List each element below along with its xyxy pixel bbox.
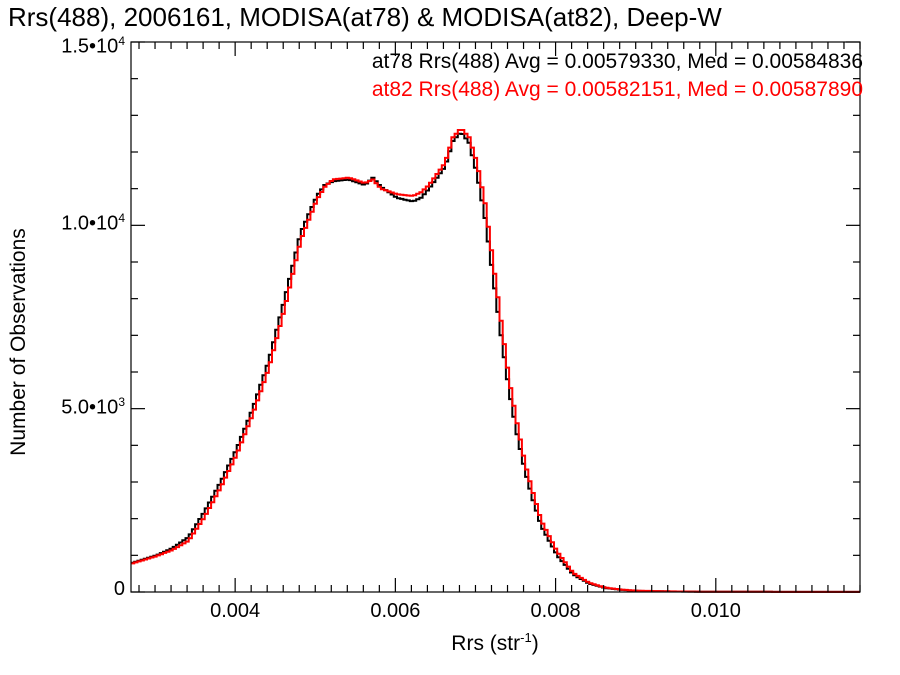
x-axis-label-exponent: -1 — [520, 630, 532, 645]
tick-layer — [131, 41, 861, 593]
y-tick-label: 0 — [15, 578, 125, 601]
chart-title: Rrs(488), 2006161, MODISA(at78) & MODISA… — [8, 2, 722, 32]
series-line-0 — [131, 132, 860, 593]
x-tick-label: 0.010 — [690, 600, 741, 622]
series-layer — [131, 129, 860, 593]
x-tick-label: 0.004 — [210, 600, 261, 622]
series-line-1 — [131, 129, 860, 593]
legend-entry-at78: at78 Rrs(488) Avg = 0.00579330, Med = 0.… — [371, 50, 863, 73]
y-tick-label: 5.0•103 — [15, 395, 125, 420]
y-tick-exponent: 3 — [118, 394, 125, 409]
x-axis-label-close: ) — [531, 632, 539, 655]
x-axis-label: Rrs (str-1) — [395, 630, 595, 656]
legend-entry-at82: at82 Rrs(488) Avg = 0.00582151, Med = 0.… — [371, 78, 863, 101]
x-tick-label: 0.008 — [530, 600, 581, 622]
y-tick-mantissa: 1.0•10 — [61, 212, 119, 235]
y-tick-label: 1.0•104 — [15, 211, 125, 236]
y-tick-exponent: 4 — [118, 34, 125, 48]
y-tick-label: 1.5•104 — [15, 34, 125, 59]
plot-frame — [130, 41, 861, 593]
y-tick-mantissa: 0 — [113, 578, 125, 600]
x-axis-label-text: Rrs (str — [451, 632, 521, 655]
x-tick-label: 0.006 — [370, 600, 421, 622]
y-tick-mantissa: 1.5•10 — [61, 35, 119, 58]
y-tick-exponent: 4 — [118, 211, 125, 226]
y-tick-mantissa: 5.0•10 — [61, 396, 119, 419]
y-axis-label: Number of Observations — [7, 228, 30, 456]
